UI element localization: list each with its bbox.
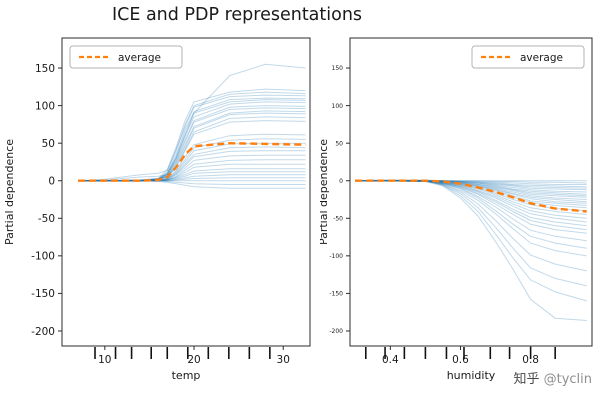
y-tick-label: -200	[31, 326, 55, 338]
x-axis-label: humidity	[447, 369, 496, 382]
ice-line	[78, 94, 306, 182]
x-tick-label: 20	[187, 354, 200, 366]
y-tick-label: -50	[38, 213, 55, 225]
plot-lines	[78, 63, 306, 189]
plot-lines	[355, 179, 587, 321]
average-pdp-line	[78, 141, 306, 182]
y-tick-label: -150	[31, 288, 55, 300]
x-tick-label: 0.8	[522, 354, 539, 366]
x-tick-label: 0.4	[382, 354, 399, 366]
y-tick-label: -50	[333, 215, 343, 222]
ice-line	[78, 133, 306, 182]
y-tick-label: 150	[35, 63, 55, 75]
y-axis-label: Partial dependence	[3, 139, 16, 245]
axes-frame	[349, 37, 593, 347]
chart-title: ICE and PDP representations	[111, 5, 363, 25]
y-tick-label: -150	[329, 291, 343, 298]
legend-box	[69, 45, 183, 69]
y-tick-label: 100	[332, 103, 344, 110]
x-tick-label: 10	[98, 354, 111, 366]
y-tick-label: -100	[31, 251, 55, 263]
average-pdp-line	[355, 179, 587, 213]
subplot-temp: 10 20 30 150 100 50 0 -50 -100 -150 -200 temp Partia…	[3, 37, 311, 382]
legend-box	[471, 45, 585, 69]
watermark: 知乎 @tyclin	[513, 368, 592, 387]
y-tick-label: 150	[332, 65, 344, 72]
x-tick-label: 30	[277, 354, 290, 366]
legend-label: average	[520, 52, 563, 64]
y-tick-label: 50	[335, 140, 343, 147]
ice-line	[78, 88, 306, 182]
y-tick-label: 0	[339, 178, 343, 185]
y-tick-label: 50	[42, 138, 55, 150]
y-tick-label: 100	[35, 100, 55, 112]
y-tick-label: 0	[48, 176, 55, 188]
x-tick-label: 0.6	[452, 354, 469, 366]
legend-label: average	[118, 52, 161, 64]
subplot-humidity: 0.4 0.6 0.8 150 100 50 0 -50 -100 -150 -200 humidit…	[320, 37, 593, 382]
watermark-handle: @tyclin	[543, 372, 592, 387]
y-tick-label: -100	[329, 253, 343, 260]
axes-frame	[61, 37, 311, 347]
y-axis-label: Partial dependence	[320, 139, 330, 245]
y-tick-label: -200	[329, 328, 343, 335]
x-axis-label: temp	[172, 369, 201, 382]
watermark-brand: 知乎	[513, 372, 540, 387]
